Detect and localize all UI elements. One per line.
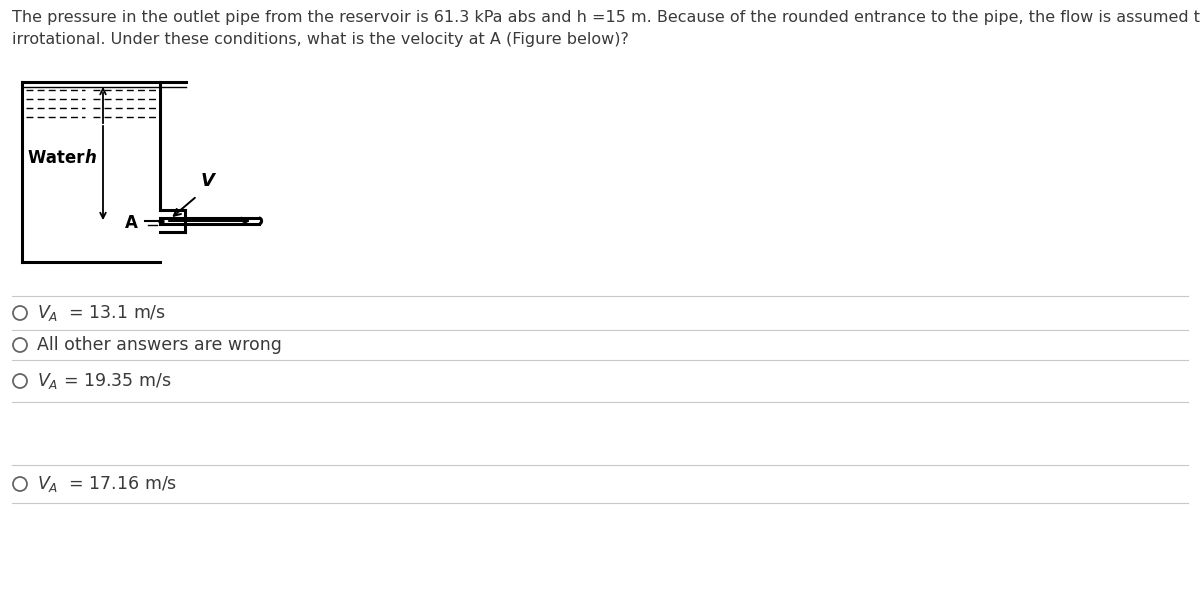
Text: A: A <box>125 214 138 232</box>
Text: V: V <box>202 172 215 190</box>
Text: Water: Water <box>28 149 90 167</box>
Text: All other answers are wrong: All other answers are wrong <box>37 336 282 354</box>
Text: h: h <box>84 149 96 167</box>
Text: $V_A$ = 19.35 m/s: $V_A$ = 19.35 m/s <box>37 371 172 391</box>
Text: $V_A$  = 17.16 m/s: $V_A$ = 17.16 m/s <box>37 474 178 494</box>
Text: $V_A$  = 13.1 m/s: $V_A$ = 13.1 m/s <box>37 303 166 323</box>
Text: The pressure in the outlet pipe from the reservoir is 61.3 kPa abs and h =15 m. : The pressure in the outlet pipe from the… <box>12 10 1200 47</box>
